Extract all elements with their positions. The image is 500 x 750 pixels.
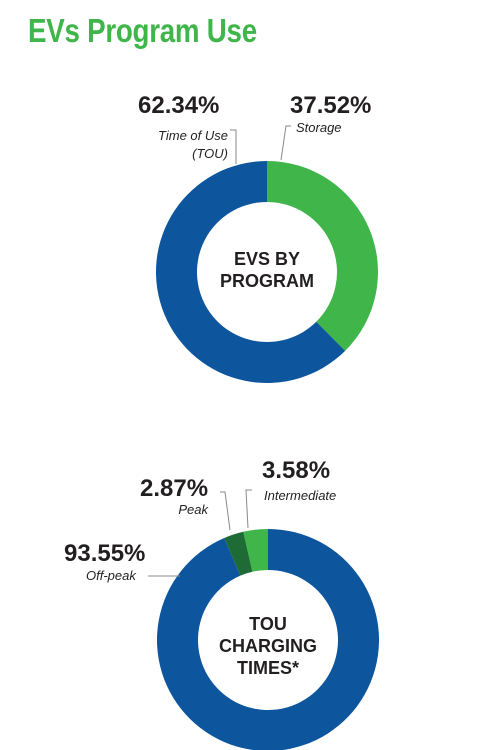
donut-slice-off-peak	[157, 529, 379, 750]
intermediate-name-label: Intermediate	[264, 488, 336, 503]
center-label-line-1: EVS BY	[234, 249, 300, 269]
peak-leader-line	[220, 491, 231, 531]
tou-name-line-2: (TOU)	[192, 146, 228, 161]
peak-name-label: Peak	[178, 502, 209, 517]
storage-leader-line	[280, 125, 291, 161]
center-label-line-1: TOU	[249, 614, 287, 634]
chart-evs-by-program: 62.34% Time of Use (TOU) 37.52% Storage …	[138, 92, 378, 383]
donut-slice-time-of-use-tou	[155, 161, 346, 383]
tou-percent-label: 62.34%	[138, 92, 219, 119]
donut-slices	[155, 161, 378, 383]
tou-leader-line	[230, 129, 237, 164]
donut-slice-intermediate	[243, 529, 268, 572]
center-label-line-2: CHARGING	[219, 636, 317, 656]
storage-name-label: Storage	[296, 120, 342, 135]
donut-slice-peak	[224, 531, 253, 576]
storage-percent-label: 37.52%	[290, 92, 371, 119]
intermediate-percent-label: 3.58%	[262, 457, 330, 484]
tou-name-line-1: Time of Use	[158, 128, 228, 143]
donut-slice-storage	[267, 161, 378, 351]
off-peak-percent-label: 93.55%	[64, 540, 145, 567]
donut-slices	[157, 529, 379, 750]
page-title: EVs Program Use	[28, 12, 257, 49]
peak-percent-label: 2.87%	[140, 475, 208, 502]
chart-tou-charging-times: 2.87% Peak 3.58% Intermediate 93.55% Off…	[64, 457, 379, 750]
center-label-line-3: TIMES*	[237, 658, 299, 678]
intermediate-leader-line	[245, 489, 252, 529]
off-peak-name-label: Off-peak	[86, 568, 137, 583]
center-label-line-2: PROGRAM	[220, 271, 314, 291]
